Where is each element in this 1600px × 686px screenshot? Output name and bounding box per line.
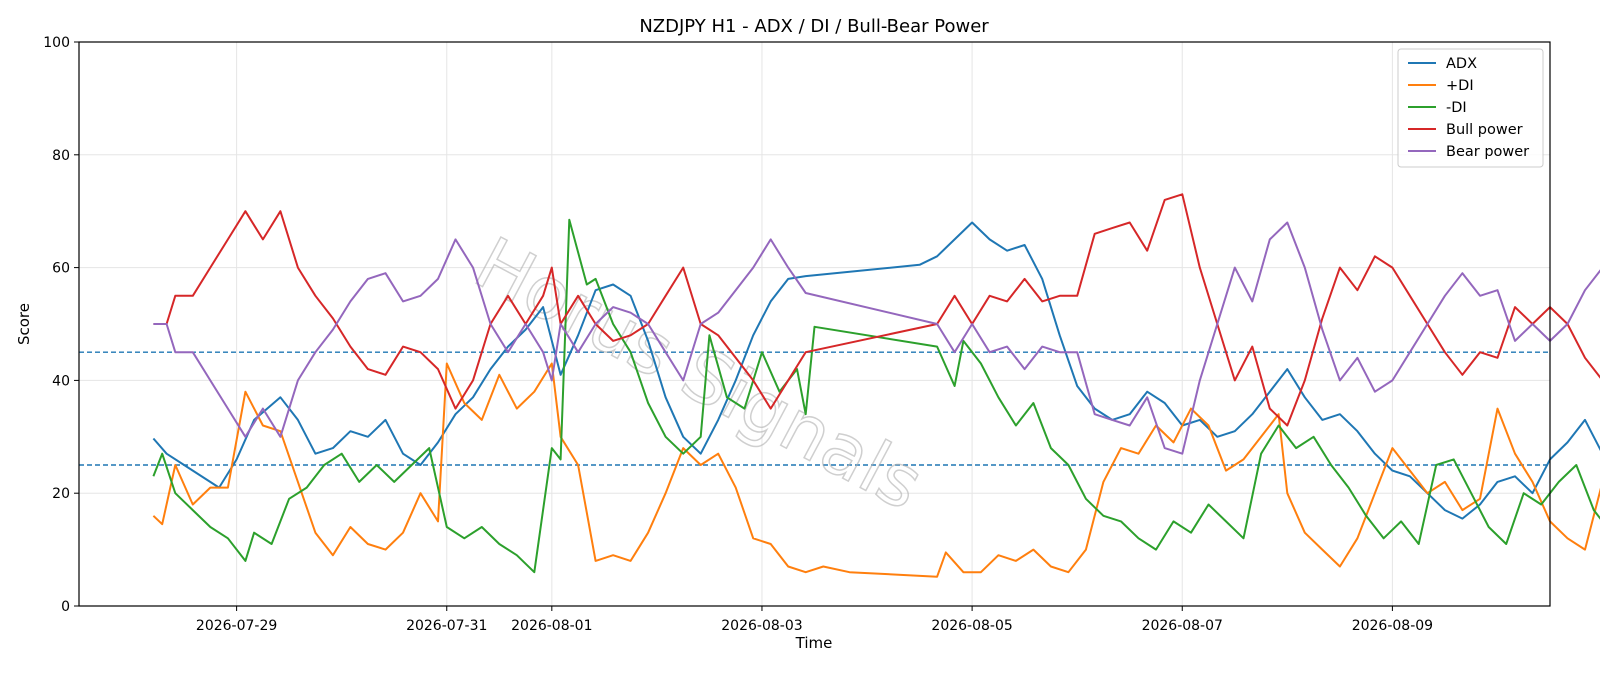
legend-label: Bull power bbox=[1446, 122, 1523, 138]
x-tick-label: 2026-07-29 bbox=[196, 618, 277, 634]
x-axis-label: Time bbox=[795, 634, 833, 652]
y-tick-label: 80 bbox=[52, 148, 70, 164]
y-tick-label: 60 bbox=[52, 261, 70, 277]
x-tick-label: 2026-08-01 bbox=[511, 618, 592, 634]
x-tick-label: 2026-08-03 bbox=[721, 618, 802, 634]
plot-frame bbox=[78, 41, 1551, 607]
y-tick-label: 20 bbox=[52, 486, 70, 502]
y-axis-label: Score bbox=[15, 303, 33, 345]
series-line-di bbox=[152, 218, 1600, 574]
chart-title: NZDJPY H1 - ADX / DI / Bull-Bear Power bbox=[639, 16, 989, 37]
legend-box bbox=[1397, 48, 1544, 168]
reference-lines bbox=[79, 351, 1550, 466]
series-line-adx bbox=[152, 221, 1600, 520]
x-tick-label: 2026-08-09 bbox=[1352, 618, 1433, 634]
legend-label: Bear power bbox=[1446, 144, 1529, 160]
legend-label: ADX bbox=[1446, 56, 1477, 72]
y-tick-label: 40 bbox=[52, 373, 70, 389]
x-axis-ticks: 2026-07-29 2026-07-31 2026-08-01 2026-08-03… bbox=[196, 606, 1433, 634]
x-tick-label: 2026-07-31 bbox=[406, 618, 487, 634]
y-axis-ticks: 0 20 40 60 80 100 bbox=[43, 35, 79, 615]
x-tick-label: 2026-08-05 bbox=[931, 618, 1012, 634]
legend-label: -DI bbox=[1446, 100, 1467, 116]
y-tick-label: 0 bbox=[61, 599, 70, 615]
series-line-di bbox=[152, 362, 1600, 578]
y-tick-label: 100 bbox=[43, 35, 70, 51]
legend-label: +DI bbox=[1446, 78, 1474, 94]
x-tick-label: 2026-08-07 bbox=[1142, 618, 1223, 634]
legend: ADX +DI -DI Bull power Bear power bbox=[1397, 48, 1544, 168]
